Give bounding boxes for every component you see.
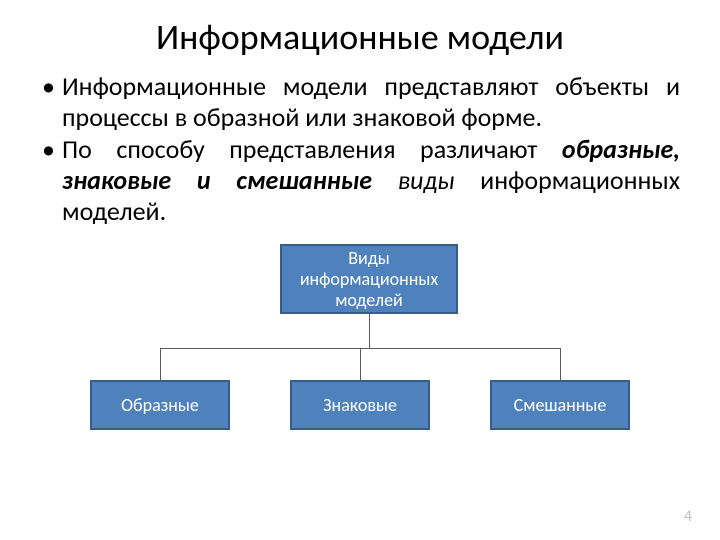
slide: Информационные модели Информационные мод…	[0, 0, 720, 540]
tree-leaf: Образные	[90, 380, 230, 430]
bullet-text-italic: виды	[372, 164, 454, 196]
page-title: Информационные модели	[40, 15, 680, 59]
tree-root: Виды информационных моделей	[280, 244, 458, 314]
bullet-text-prefix: По способу представления различают	[62, 133, 562, 165]
tree-diagram: Виды информационных моделей Образные Зна…	[80, 244, 640, 444]
bullet-text: Информационные модели представляют объек…	[62, 70, 680, 133]
page-number: 4	[684, 507, 692, 526]
bullet-item: По способу представления различают образ…	[62, 134, 680, 226]
tree-leaf: Знаковые	[290, 380, 430, 430]
bullet-item: Информационные модели представляют объек…	[62, 71, 680, 132]
bullet-list: Информационные модели представляют объек…	[40, 71, 680, 226]
tree-leaf: Смешанные	[490, 380, 630, 430]
